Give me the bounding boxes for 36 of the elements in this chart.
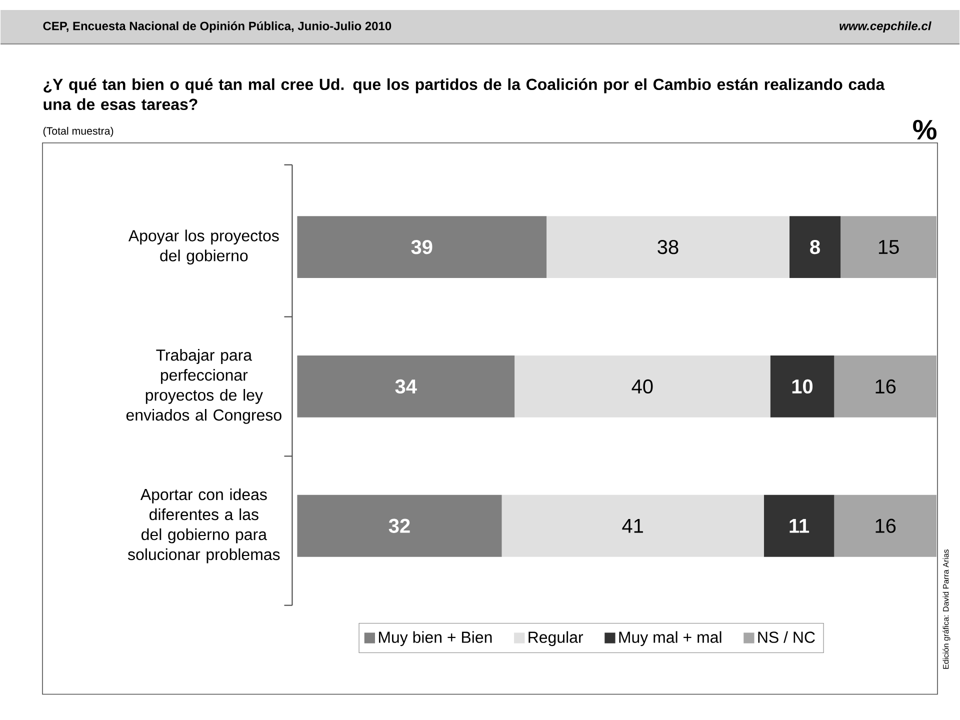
data-label: 16 — [876, 379, 896, 394]
text: www.cepchile.cl — [840, 21, 932, 32]
bar — [764, 494, 834, 557]
bar — [297, 355, 515, 418]
data-label: 15 — [878, 240, 899, 254]
legend-label: Regular — [528, 631, 584, 646]
bar — [297, 216, 547, 278]
data-label: 11 — [790, 518, 810, 533]
data-label: 34 — [395, 379, 417, 394]
data-label: 40 — [632, 379, 653, 394]
text: CEP, Encuesta Nacional de Opinión Pública, Junio-Julio 2010 — [43, 21, 392, 33]
y-tick-label: Apoyar los proyectos del gobierno — [128, 230, 279, 264]
bar — [770, 355, 834, 418]
y-tick-label: Aportar con ideas diferentes a las del gobierno para solucionar problemas — [128, 488, 280, 564]
data-label: 32 — [388, 518, 410, 533]
text: (Total muestra) — [43, 126, 114, 137]
data-label: 39 — [411, 240, 432, 254]
bar — [840, 216, 936, 278]
data-label: 16 — [876, 518, 896, 533]
data-label: 8 — [810, 240, 820, 254]
bar — [834, 355, 936, 418]
bar — [546, 216, 790, 278]
data-label: 38 — [658, 240, 678, 254]
bar — [297, 494, 502, 557]
y-tick-label: Trabajar para perfeccionar proyectos de ley enviados al Congreso — [126, 348, 282, 424]
x-axis-title: % — [913, 120, 936, 140]
data-label: 41 — [622, 518, 643, 533]
bar — [834, 494, 936, 557]
legend-label: NS / NC — [758, 631, 815, 643]
bar — [789, 216, 841, 278]
legend-label: Muy mal + mal — [619, 631, 722, 646]
legend-label: Muy bien + Bien — [378, 631, 492, 646]
bar — [502, 494, 764, 557]
chart-title: ¿Y qué tan bien o qué tan mal cree Ud. que los partidos de la Coalición por el Cambio están realizando cada una de esas tareas? — [44, 78, 885, 110]
data-label: 10 — [792, 379, 813, 394]
bar — [514, 355, 770, 418]
